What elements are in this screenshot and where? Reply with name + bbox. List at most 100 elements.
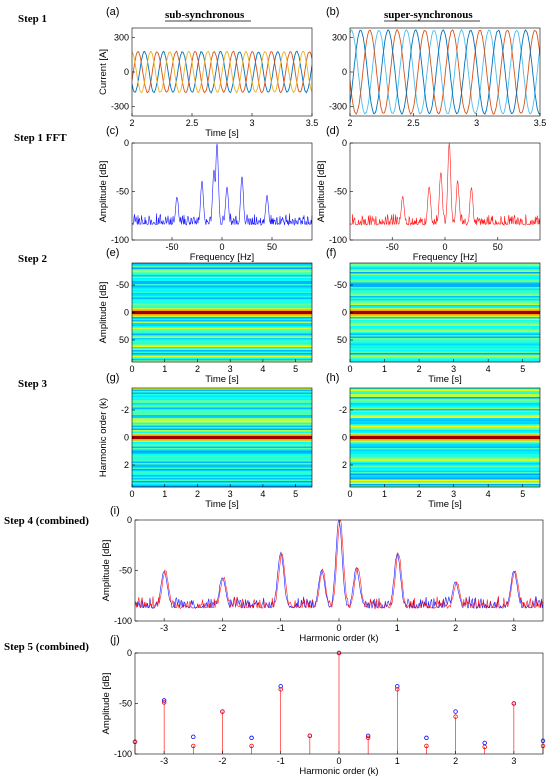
heatmap-row-h-22 — [350, 421, 540, 423]
heatmap-row-g-22 — [132, 421, 312, 423]
panel-label-i: (i) — [110, 505, 120, 517]
heatmap-row-e-3 — [132, 267, 312, 270]
x-tick-label-c-2: 50 — [267, 242, 277, 252]
panel-label-f: (f) — [326, 247, 336, 259]
heatmap-row-e-15 — [132, 285, 312, 288]
heatmap-row-e-4 — [132, 269, 312, 271]
x-tick-label-g-2: 2 — [195, 489, 200, 499]
panel-label-b: (b) — [326, 6, 339, 18]
x-tick-label-f-3: 3 — [451, 364, 456, 374]
x-tick-label-h-0: 0 — [347, 489, 352, 499]
heatmap-row-h-62 — [350, 481, 540, 483]
y-tick-label-h-2: 2 — [342, 460, 347, 470]
x-tick-label-e-1: 1 — [162, 364, 167, 374]
x-axis-label-g: Time [s] — [205, 499, 238, 510]
heatmap-row-e-53 — [132, 342, 312, 345]
stem-marker-blue-8 — [365, 733, 371, 739]
heatmap-row-h-20 — [350, 418, 540, 420]
heatmap-row-g-53 — [132, 467, 312, 470]
heatmap-row-h-50 — [350, 463, 540, 465]
heatmap-row-g-11 — [132, 404, 312, 407]
heatmap-row-h-0 — [350, 388, 540, 390]
y-tick-label-f-1: 0 — [342, 308, 347, 318]
heatmap-row-f-0 — [350, 263, 540, 265]
heatmap-row-f-2 — [350, 266, 540, 268]
heatmap-row-f-23 — [350, 297, 540, 300]
heatmap-row-g-56 — [132, 472, 312, 474]
heatmap-row-e-6 — [132, 272, 312, 274]
stem-marker-blue-9 — [395, 684, 400, 689]
heatmap-row-e-40 — [132, 323, 312, 325]
heatmap-row-f-8 — [350, 275, 540, 277]
y-tick-label-e-1: 0 — [124, 308, 129, 318]
heatmap-row-h-46 — [350, 457, 540, 459]
y-tick-label-j-1: -50 — [119, 699, 132, 709]
heatmap-row-g-41 — [132, 449, 312, 452]
heatmap-row-e-59 — [132, 351, 312, 354]
current-phase-a-1 — [132, 50, 312, 94]
heatmap-row-h-48 — [350, 460, 540, 462]
x-tick-label-f-0: 0 — [347, 364, 352, 374]
heatmap-row-e-50 — [132, 338, 312, 340]
heatmap-row-g-10 — [132, 403, 312, 405]
heatmap-row-h-6 — [350, 397, 540, 399]
heatmap-row-g-50 — [132, 463, 312, 465]
heatmap-row-h-23 — [350, 422, 540, 425]
heatmap-row-e-62 — [132, 356, 312, 358]
heatmap-row-g-55 — [132, 470, 312, 473]
heatmap-row-f-29 — [350, 306, 540, 309]
step-label-2: Step 2 — [18, 253, 48, 265]
heatmap-row-h-29 — [350, 431, 540, 434]
heatmap-row-g-57 — [132, 473, 312, 476]
step-label-5: Step 5 (combined) — [4, 641, 89, 653]
heatmap-row-e-36 — [132, 317, 312, 319]
heatmap-row-e-11 — [132, 279, 312, 282]
heatmap-row-h-28 — [350, 430, 540, 432]
spectrum-line-c-0 — [131, 143, 313, 227]
heatmap-row-h-21 — [350, 419, 540, 422]
heatmap-row-g-49 — [132, 461, 312, 464]
heatmap-row-h-27 — [350, 428, 540, 431]
heatmap-row-g-1 — [132, 389, 312, 392]
step-label-3: Step 3 — [18, 378, 48, 390]
heatmap-row-e-42 — [132, 326, 312, 328]
x-tick-label-d-2: 50 — [493, 242, 503, 252]
heatmap-row-f-63 — [350, 357, 540, 360]
y-tick-label-i-0: 0 — [127, 515, 132, 525]
heatmap-row-g-26 — [132, 427, 312, 429]
heatmap-row-e-27 — [132, 303, 312, 306]
heatmap-row-h-10 — [350, 403, 540, 405]
x-tick-label-c-0: -50 — [165, 242, 178, 252]
x-tick-label-g-0: 0 — [129, 489, 134, 499]
x-tick-label-h-2: 2 — [417, 489, 422, 499]
x-tick-label-a-3: 3.5 — [306, 118, 319, 128]
heatmap-row-h-53 — [350, 467, 540, 470]
heatmap-row-g-2 — [132, 391, 312, 393]
heatmap-row-f-41 — [350, 324, 540, 327]
heatmap-row-f-25 — [350, 300, 540, 303]
heatmap-row-g-38 — [132, 445, 312, 447]
x-axis-label-i: Harmonic order (k) — [299, 633, 378, 644]
x-tick-label-i-3: 0 — [336, 623, 341, 633]
heatmap-row-g-28 — [132, 430, 312, 432]
y-tick-label-j-2: -100 — [114, 749, 132, 759]
heatmap-row-h-2 — [350, 391, 540, 393]
x-axis-label-h: Time [s] — [428, 499, 461, 510]
heatmap-row-f-51 — [350, 339, 540, 342]
heatmap-row-f-37 — [350, 318, 540, 321]
y-axis-label-g: Harmonic order (k) — [98, 398, 109, 477]
heatmap-row-e-55 — [132, 345, 312, 348]
y-tick-label-d-2: -100 — [329, 235, 347, 245]
axes-frame-e — [131, 262, 313, 363]
heatmap-row-f-7 — [350, 273, 540, 276]
x-tick-label-i-5: 2 — [453, 623, 458, 633]
heatmap-row-e-0 — [132, 263, 312, 265]
y-tick-label-g-1: 0 — [124, 433, 129, 443]
heatmap-row-h-9 — [350, 401, 540, 404]
heatmap-row-h-8 — [350, 400, 540, 402]
heatmap-row-h-3 — [350, 392, 540, 395]
x-tick-label-i-1: -2 — [218, 623, 226, 633]
heatmap-row-e-57 — [132, 348, 312, 351]
y-tick-label-a-0: 300 — [114, 32, 129, 42]
heatmap-row-e-2 — [132, 266, 312, 268]
